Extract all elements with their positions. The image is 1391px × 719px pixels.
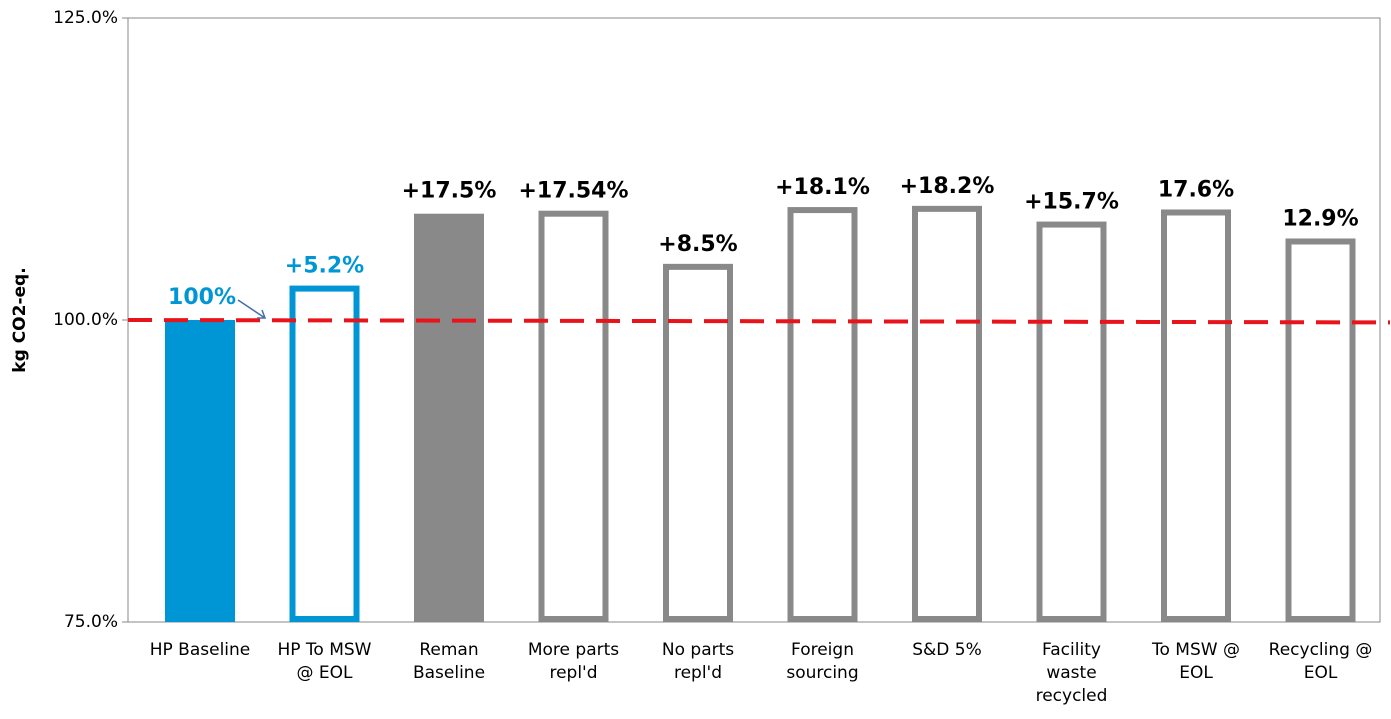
bar-annotation: 12.9% [1282,206,1358,231]
y-axis-label: kg CO2-eq. [10,267,30,372]
x-tick-line: No parts [662,640,734,660]
bar-annotation: +8.5% [658,232,737,257]
bar [414,213,484,623]
x-tick-label: S&D 5% [912,640,982,660]
x-tick-label: To MSW @ EOL [1151,640,1240,683]
bar-annotation: +17.5% [402,179,497,204]
x-tick-line: HP Baseline [150,640,251,660]
x-tick-line: waste [1046,663,1096,683]
x-tick-label: HP Baseline [150,640,251,660]
x-tick-label: No parts repl'd [662,640,734,683]
y-tick-label: 75.0% [64,612,118,632]
y-tick-label: 125.0% [53,8,118,28]
annotation-arrow [237,299,267,319]
x-tick-line: S&D 5% [912,640,982,660]
x-tick-line: Facility [1042,640,1101,660]
bar-annotation: +5.2% [285,254,364,279]
y-tick-label: 100.0% [53,310,118,330]
bar [1161,209,1231,622]
x-tick-line: Baseline [413,663,485,683]
x-tick-label: Foreign sourcing [786,640,858,683]
x-tick-line: recycled [1036,686,1108,706]
bar-annotation: +17.54% [518,179,628,204]
x-tick-line: repl'd [674,663,722,683]
x-tick-line: Reman [419,640,478,660]
reference-line [127,318,1391,325]
bar [1285,238,1356,622]
x-tick-line: HP To MSW [277,640,371,660]
bar [538,210,609,622]
x-tick-line: repl'd [549,663,597,683]
x-tick-line: EOL [1304,663,1338,683]
bar-annotation: +18.2% [900,174,995,199]
bar-annotation: +18.1% [775,175,870,200]
x-tick-line: Foreign [791,640,854,660]
x-tick-label: Recycling @ EOL [1269,640,1373,683]
bar [165,320,235,622]
bar [663,263,733,622]
x-tick-line: @ EOL [297,663,354,683]
x-tick-label: HP To MSW @ EOL [277,640,371,683]
bar-annotation: 17.6% [1158,177,1234,202]
bar [289,285,360,622]
bar [1036,221,1107,622]
x-tick-line: EOL [1179,663,1213,683]
bar [912,205,982,622]
x-tick-label: Reman Baseline [413,640,485,683]
x-tick-line: Recycling @ [1269,640,1373,660]
x-tick-line: More parts [528,640,619,660]
x-tick-line: sourcing [786,663,858,683]
bar [787,207,858,623]
bar-annotation: +15.7% [1024,190,1119,215]
bar-annotation: 100% [168,285,236,310]
x-tick-line: To MSW @ [1151,640,1240,660]
x-tick-label: Facility waste recycled [1036,640,1108,706]
x-tick-label: More parts repl'd [528,640,619,683]
